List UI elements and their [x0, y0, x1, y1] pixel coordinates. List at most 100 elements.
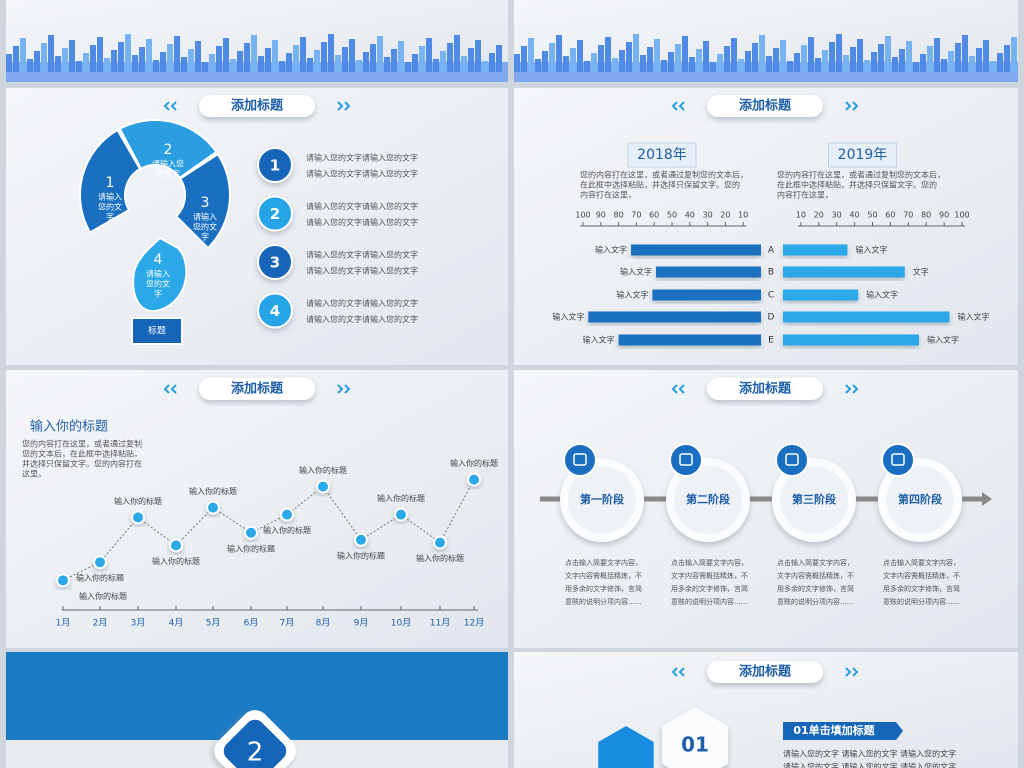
building [675, 44, 681, 72]
stage-icon [669, 443, 703, 477]
building [668, 52, 674, 72]
bar [652, 289, 761, 301]
stage-name: 第四阶段 [898, 492, 942, 506]
building [787, 61, 793, 72]
building [209, 54, 215, 72]
item-number: 1 [270, 157, 280, 175]
segment-text: 字 [201, 232, 209, 242]
item-badge [257, 195, 293, 232]
building [300, 37, 306, 72]
stage-inner [886, 466, 954, 534]
building [125, 34, 131, 72]
slide-title: 添加标题 [739, 381, 792, 397]
building [6, 54, 12, 72]
x-tick-label: 70 [631, 211, 641, 220]
bar [783, 311, 950, 323]
building [640, 55, 646, 72]
section-number: 2 [247, 738, 264, 768]
building [724, 46, 730, 72]
building [549, 43, 555, 72]
point-label: 输入你的标题 [189, 486, 237, 496]
question-segment [132, 236, 188, 313]
building [20, 38, 26, 72]
building [745, 51, 751, 72]
chevron [170, 384, 177, 394]
point [433, 535, 447, 550]
x-tick-label: 30 [832, 211, 842, 220]
building [521, 46, 527, 72]
building [836, 34, 842, 72]
tag-box [131, 317, 183, 345]
point [206, 500, 220, 515]
building [482, 61, 488, 72]
segment-text: 请输入 [98, 192, 122, 202]
segment-text: 字 [154, 289, 162, 299]
stage-icon [881, 443, 915, 477]
building [920, 54, 926, 72]
x-tick-label: 3月 [131, 618, 146, 629]
chevron [852, 667, 859, 677]
chevron [170, 101, 177, 111]
segment-number: 2 [164, 142, 173, 158]
building [426, 38, 432, 72]
segment-text: 请输入您 [152, 159, 184, 169]
chevron [671, 667, 678, 677]
stage-text: 意赅的说明分项内容...... [671, 597, 747, 606]
building [230, 59, 236, 72]
building [885, 36, 891, 72]
building [871, 52, 877, 72]
building [307, 58, 313, 72]
bar [588, 311, 761, 323]
category-label: D [768, 313, 775, 323]
point-label: 输入你的标题 [416, 553, 464, 563]
slide-title: 添加标题 [231, 381, 284, 397]
point [354, 532, 368, 547]
x-tick-label: 10 [738, 211, 748, 220]
building [251, 35, 257, 72]
x-tick-label: 60 [885, 211, 895, 220]
building [773, 48, 779, 72]
icon-glyph [891, 453, 905, 466]
bar-label: 输入文字 [552, 312, 584, 322]
slide-title: 添加标题 [739, 98, 792, 114]
question-segment [79, 128, 142, 234]
building [577, 40, 583, 72]
building [27, 59, 33, 72]
building [181, 57, 187, 72]
building [808, 37, 814, 72]
building [605, 37, 611, 72]
building [475, 40, 481, 72]
building [514, 54, 520, 72]
year-box [828, 142, 897, 168]
segment-text: 您的文 [98, 202, 122, 212]
chevron [852, 384, 859, 394]
bar-label: 文字 [913, 267, 929, 277]
title-pill [707, 661, 823, 683]
building [913, 62, 919, 72]
x-tick-label: 10 [796, 211, 806, 220]
building [591, 53, 597, 72]
point [316, 479, 330, 494]
x-tick-label: 80 [921, 211, 931, 220]
building [612, 58, 618, 72]
building [633, 34, 639, 72]
building [405, 62, 411, 72]
building [815, 58, 821, 72]
building [528, 38, 534, 72]
building [696, 49, 702, 72]
icon-glyph [785, 453, 799, 466]
icon-glyph [679, 453, 693, 466]
question-segment [174, 152, 231, 250]
point [280, 507, 294, 522]
building [1011, 37, 1017, 72]
building [237, 51, 243, 72]
hexagon [662, 707, 728, 768]
bar-label: 输入文字 [866, 290, 898, 300]
x-tick-label: 70 [903, 211, 913, 220]
building [139, 47, 145, 72]
line [62, 479, 475, 581]
item-text: 请输入您的文字请输入您的文字 [306, 298, 418, 308]
chart-title: 2018年 [637, 147, 687, 163]
building [941, 59, 947, 72]
year-box [627, 142, 697, 168]
